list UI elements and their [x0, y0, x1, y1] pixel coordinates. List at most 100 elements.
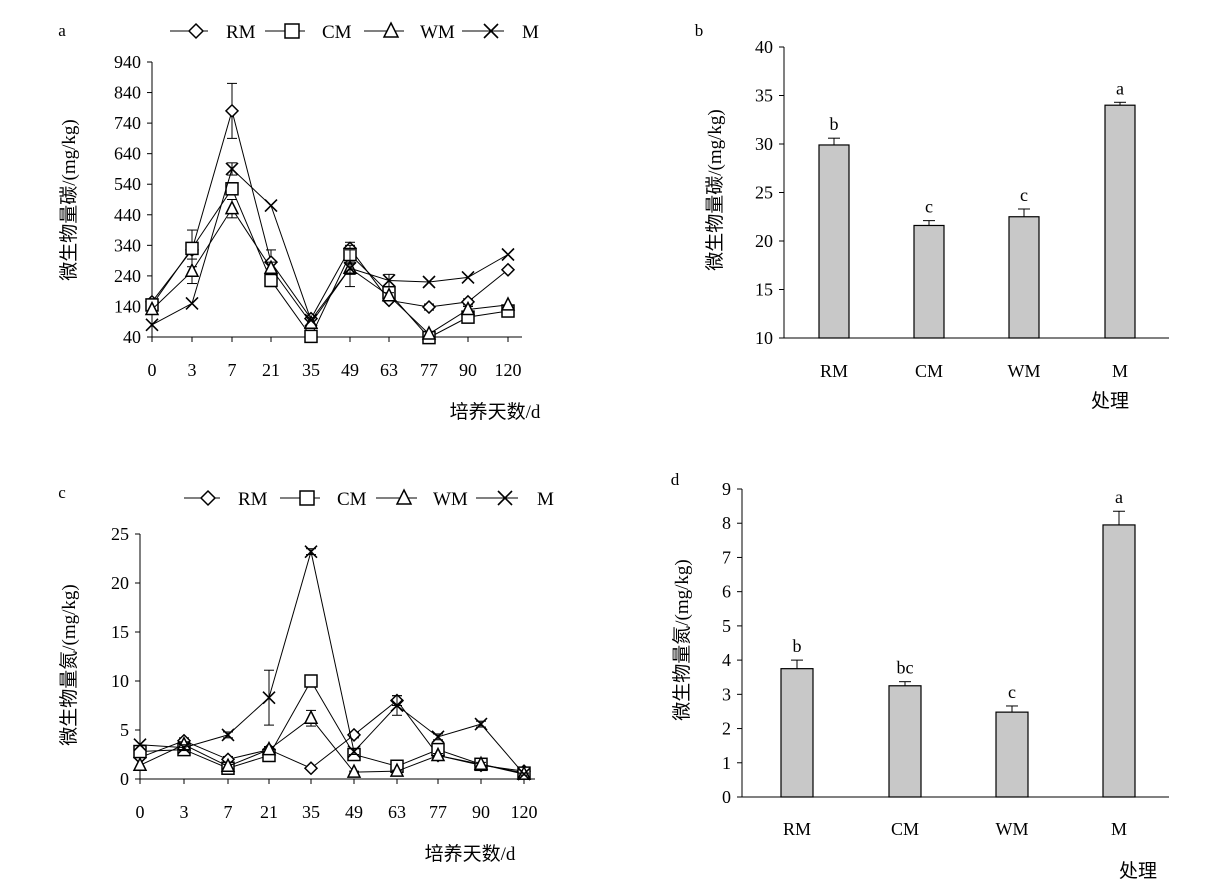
panel-c-point-m-stroke [177, 741, 191, 755]
panel-a-y-tick-label: 440 [114, 205, 141, 225]
panel-c-x-tick-label: 7 [224, 802, 233, 822]
panel-c-line-rm [139, 699, 525, 772]
panel-d-x-axis-title: 处理 [1119, 860, 1157, 882]
panel-c-legend-label: M [537, 489, 554, 510]
panel-d-significance-label: bc [897, 658, 914, 678]
panel-a-legend-marker-m-stroke [483, 23, 499, 39]
panel-a-series-m [145, 162, 515, 332]
panel-c-point-wm [303, 709, 319, 724]
panel-a-point-wm [421, 325, 437, 340]
panel-c-point-m-stroke [431, 730, 445, 744]
panel-c-point-wm [430, 746, 446, 762]
panel-c-point-m-stroke [262, 691, 276, 705]
panel-a-x-tick-label: 3 [188, 360, 197, 380]
panel-a-point-wm [224, 199, 240, 215]
panel-d-x-tick-label: M [1111, 819, 1127, 839]
panel-a-point-wm [381, 287, 397, 302]
panel-c-line-wm [139, 717, 525, 775]
panel-b-y-tick-label: 20 [755, 231, 773, 251]
panel-a-x-tick-label: 0 [148, 360, 157, 380]
panel-d-bar-cm [888, 685, 922, 798]
panel-c-y-tick-label: 15 [111, 622, 129, 642]
panel-c-point-wm [132, 756, 148, 772]
panel-a-y-tick-label: 40 [123, 327, 141, 347]
panel-b-y-tick-label: 25 [755, 183, 773, 203]
panel-c-line-m [139, 551, 525, 775]
panel-a-point-m [501, 247, 515, 262]
panel-a-y-tick-label: 940 [114, 52, 141, 72]
panel-d-y-tick-label: 1 [722, 753, 731, 773]
panel-c-point-wm [220, 757, 236, 773]
panel-c-x-tick-label: 120 [511, 802, 538, 822]
panel-c-x-tick-label: 0 [136, 802, 145, 822]
panel-a-point-rm [224, 103, 240, 118]
panel-a-point-m-stroke [501, 247, 515, 262]
panel-a-line-rm [151, 108, 509, 320]
panel-b-significance-label: b [830, 114, 839, 134]
panel-c-point-wm [389, 762, 405, 777]
panel-d-significance-label: b [793, 636, 802, 656]
panel-c-point-m-stroke [390, 698, 404, 713]
panel-c-y-tick-label: 20 [111, 573, 129, 593]
panel-d-x-tick-label: CM [891, 819, 919, 839]
panel-c-x-tick-label: 3 [180, 802, 189, 822]
panel-d-microbial-nitrogen-bar-chart: 0 1 2 3 4 5 6 7 8 9 d 微生物量氮/(mg/kg) 处理 b RM bc CM c WM a M [671, 470, 1169, 882]
panel-b-x-axis-title: 处理 [1091, 390, 1129, 412]
panel-d-y-tick-label: 5 [722, 616, 731, 636]
panel-c-y-tick-label: 10 [111, 671, 129, 691]
panel-c-legend-label: WM [433, 489, 468, 510]
panel-b-bar-cm [913, 224, 945, 339]
panel-c-y-tick-label: 0 [120, 769, 129, 789]
panel-a-point-wm [460, 300, 476, 316]
panel-a-point-m [343, 261, 357, 275]
panel-c-legend-label: RM [238, 489, 268, 510]
panel-b-x-tick-label: CM [915, 361, 943, 381]
panel-a-point-m [304, 313, 318, 327]
panel-c-x-axis-title: 培养天数/d [425, 843, 516, 865]
panel-a-point-m [382, 273, 396, 288]
panel-a-y-tick-label: 340 [114, 235, 141, 255]
panel-a-line-wm [151, 207, 509, 335]
panel-c-legend-marker-m [497, 490, 513, 506]
panel-c-point-m [347, 744, 361, 759]
panel-c-x-tick-label: 90 [472, 802, 490, 822]
panel-d-y-tick-label: 8 [722, 513, 731, 533]
panel-a-legend-label: WM [420, 22, 455, 43]
panel-a-point-cm [185, 241, 199, 256]
panel-a-point-rm [421, 299, 437, 315]
panel-c-point-cm [304, 674, 318, 688]
panel-a-point-m-stroke [304, 313, 318, 327]
panel-b-y-tick-label: 10 [755, 328, 773, 348]
panel-a-x-tick-label: 90 [459, 360, 477, 380]
panel-b-microbial-carbon-bar-chart: 10 15 20 25 30 35 40 b 微生物量碳/(mg/kg) 处理 b RM c CM c WM a… [695, 21, 1169, 412]
panel-a-panel-letter: a [58, 21, 66, 40]
panel-d-y-tick-label: 4 [722, 650, 731, 670]
panel-b-panel-letter: b [695, 21, 704, 40]
panel-d-significance-label: a [1115, 487, 1123, 507]
panel-a-point-rm [500, 262, 516, 277]
panel-b-y-tick-label: 30 [755, 134, 773, 154]
panel-c-point-wm [473, 755, 489, 771]
panel-a-point-cm [264, 273, 278, 288]
panel-a-line-m [151, 168, 509, 326]
panel-c-y-tick-label: 5 [120, 720, 129, 740]
panel-a-legend-label: CM [322, 22, 352, 43]
panel-c-microbial-nitrogen-line-chart: 0 5 10 15 20 25 c 微生物量氮/(mg/kg) 培养天数/d 0 3 7 21 35 49 6… [58, 483, 554, 865]
panel-c-point-m-stroke [304, 545, 318, 559]
panel-a-point-m-stroke [264, 199, 278, 213]
panel-c-x-tick-label: 63 [388, 802, 406, 822]
panel-d-bar-rm [780, 668, 814, 798]
panel-d-panel-letter: d [671, 470, 680, 489]
panel-c-legend-marker-m-stroke [497, 490, 513, 506]
panel-a-point-m-stroke [185, 296, 199, 310]
panel-d-y-tick-label: 7 [722, 547, 731, 567]
panel-a-point-m-stroke [461, 270, 475, 284]
panel-a-point-m-stroke [422, 275, 436, 289]
panel-a-legend-marker-m [483, 23, 499, 39]
panel-d-y-tick-label: 0 [722, 787, 731, 807]
panel-a-y-tick-label: 540 [114, 174, 141, 194]
panel-a-y-tick-label: 840 [114, 83, 141, 103]
panel-c-legend-marker-rm [199, 489, 217, 507]
panel-a-point-m-stroke [225, 162, 239, 176]
